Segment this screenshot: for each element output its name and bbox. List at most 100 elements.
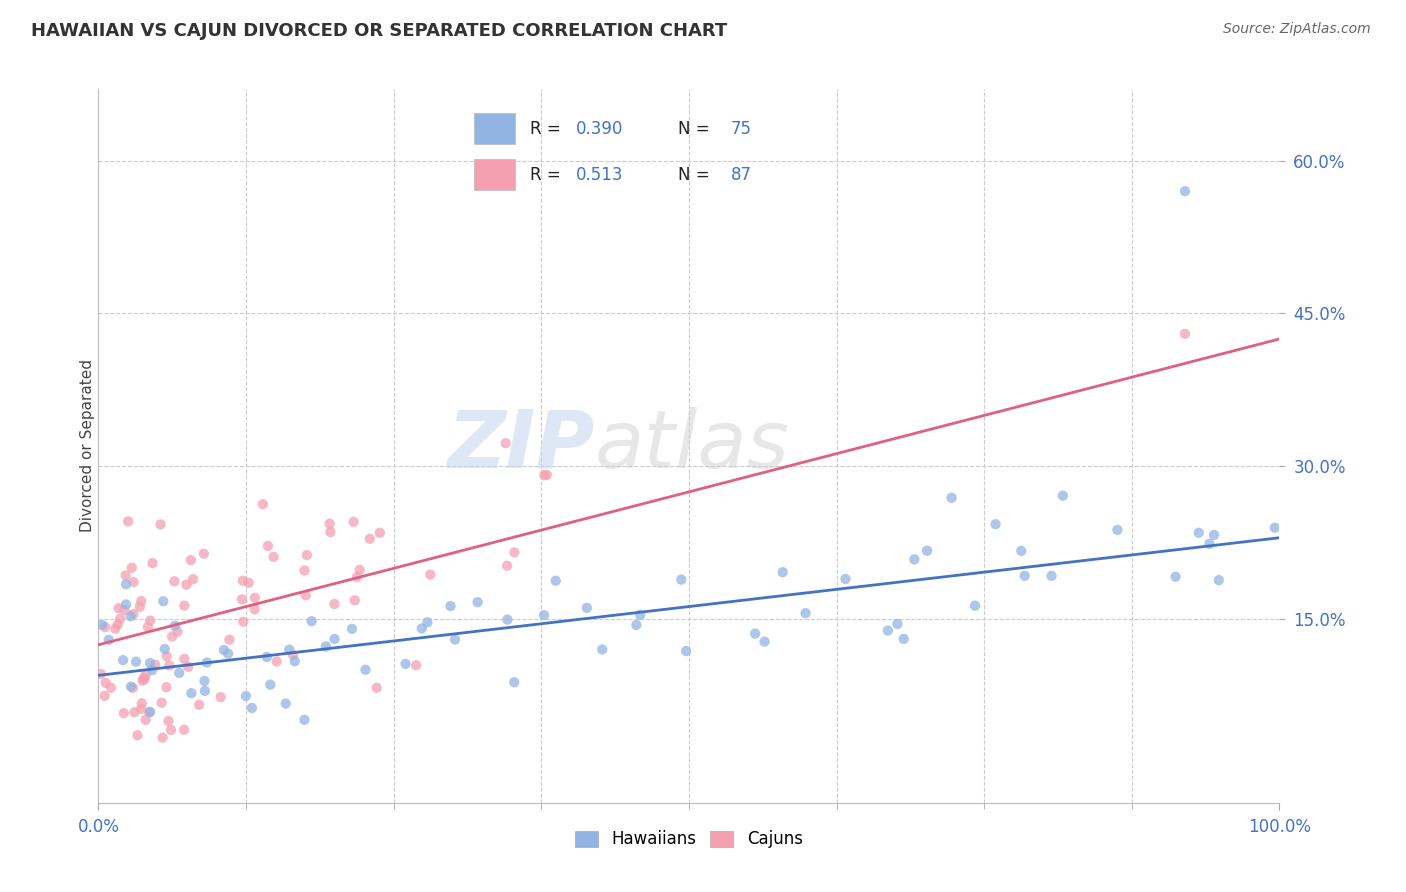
Point xyxy=(139,705,162,719)
Point xyxy=(366,681,388,695)
Point xyxy=(139,614,162,628)
Text: atlas: atlas xyxy=(595,407,789,485)
Point xyxy=(157,658,180,673)
Point xyxy=(591,642,613,657)
Point xyxy=(135,713,157,727)
Point xyxy=(346,570,368,584)
Point xyxy=(100,681,122,695)
Point xyxy=(108,612,131,626)
Point xyxy=(94,675,117,690)
Point xyxy=(231,592,253,607)
Point xyxy=(294,588,316,602)
Point xyxy=(149,517,172,532)
Point xyxy=(626,618,648,632)
Point xyxy=(323,632,346,646)
Point xyxy=(1052,489,1074,503)
Point xyxy=(135,667,157,681)
Point xyxy=(319,524,342,539)
Point xyxy=(93,689,115,703)
Point xyxy=(194,684,217,698)
Point xyxy=(193,673,215,688)
Point xyxy=(117,515,139,529)
Point xyxy=(124,706,146,720)
Point xyxy=(495,436,517,450)
Point xyxy=(256,539,278,553)
Point xyxy=(893,632,915,646)
Point xyxy=(218,632,240,647)
Point xyxy=(1174,326,1197,341)
Y-axis label: Divorced or Separated: Divorced or Separated xyxy=(80,359,94,533)
Point xyxy=(1198,537,1220,551)
Point xyxy=(115,598,138,612)
Point xyxy=(107,617,129,632)
Point xyxy=(132,672,155,686)
Text: Source: ZipAtlas.com: Source: ZipAtlas.com xyxy=(1223,22,1371,37)
Point xyxy=(301,614,323,628)
Point xyxy=(173,723,195,737)
Point xyxy=(915,543,938,558)
Point xyxy=(232,615,254,629)
Point xyxy=(503,545,526,559)
Point xyxy=(173,599,195,613)
Point xyxy=(97,632,120,647)
Point xyxy=(671,573,693,587)
Point xyxy=(675,644,697,658)
Point xyxy=(193,547,215,561)
Point xyxy=(235,689,257,703)
Point xyxy=(107,601,129,615)
Point xyxy=(188,698,211,712)
Point xyxy=(173,652,195,666)
Point xyxy=(263,549,285,564)
Point xyxy=(121,561,143,575)
Point xyxy=(252,497,274,511)
Point xyxy=(131,696,153,710)
Point xyxy=(177,660,200,674)
Point xyxy=(134,672,156,686)
Point xyxy=(160,723,183,737)
Point xyxy=(120,609,142,624)
Point xyxy=(359,532,381,546)
Point xyxy=(129,594,152,608)
Point xyxy=(1208,573,1230,587)
Point xyxy=(416,615,439,630)
Point xyxy=(266,655,288,669)
Point xyxy=(127,728,149,742)
Point xyxy=(240,701,263,715)
Point xyxy=(496,613,519,627)
Text: HAWAIIAN VS CAJUN DIVORCED OR SEPARATED CORRELATION CHART: HAWAIIAN VS CAJUN DIVORCED OR SEPARATED … xyxy=(31,22,727,40)
Point xyxy=(129,702,152,716)
Point xyxy=(274,697,297,711)
Point xyxy=(125,655,148,669)
Point xyxy=(340,622,363,636)
Point xyxy=(984,517,1007,532)
Point xyxy=(94,620,117,634)
Point xyxy=(243,602,266,616)
Point xyxy=(419,567,441,582)
Point xyxy=(115,577,138,591)
Point xyxy=(281,648,304,662)
Point xyxy=(503,675,526,690)
Legend: Hawaiians, Cajuns: Hawaiians, Cajuns xyxy=(568,824,810,855)
Point xyxy=(318,516,340,531)
Point xyxy=(278,642,301,657)
Point xyxy=(114,603,136,617)
Point xyxy=(315,640,337,654)
Point xyxy=(90,667,112,681)
Point xyxy=(155,680,177,694)
Point xyxy=(575,600,598,615)
Point xyxy=(903,552,925,566)
Point xyxy=(104,622,127,636)
Point xyxy=(156,649,179,664)
Point xyxy=(772,565,794,579)
Point xyxy=(284,654,307,668)
Point xyxy=(131,673,153,688)
Point xyxy=(195,656,218,670)
Point xyxy=(180,686,202,700)
Point xyxy=(152,594,174,608)
Point xyxy=(876,624,898,638)
Point xyxy=(354,663,377,677)
Point xyxy=(163,618,186,632)
Point xyxy=(349,563,371,577)
Point xyxy=(794,606,817,620)
Point xyxy=(533,468,555,483)
